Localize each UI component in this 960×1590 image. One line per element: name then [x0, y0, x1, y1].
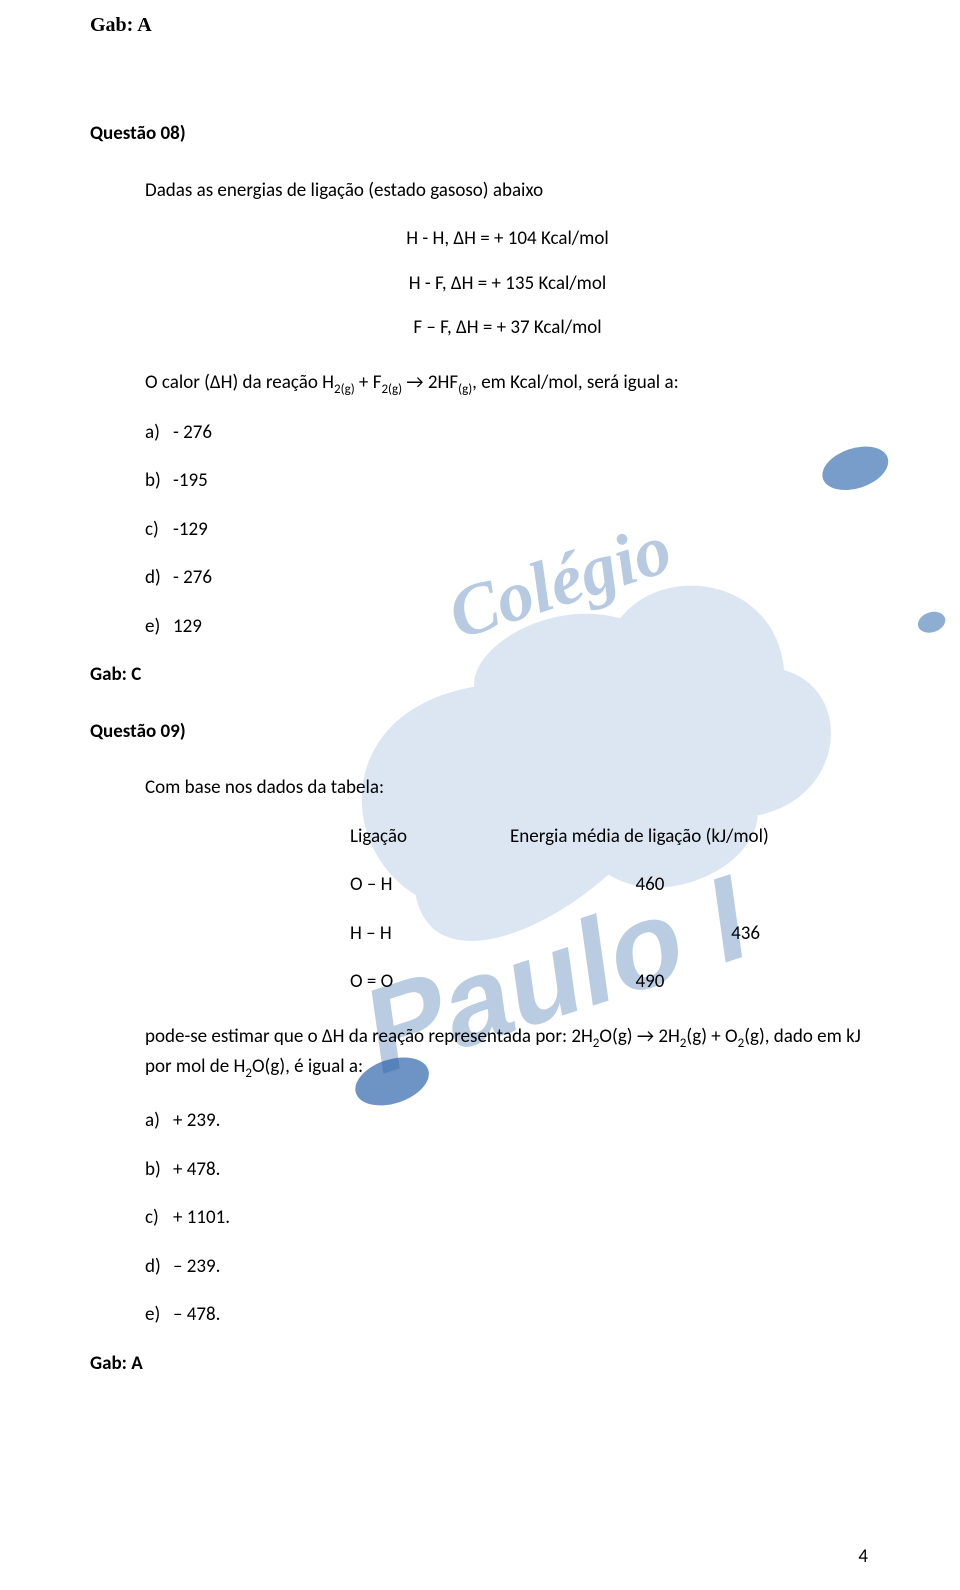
q8-line-3: F – F, ΔH = + 37 Kcal/mol: [413, 314, 601, 343]
q9-title: Questão 09): [90, 718, 870, 747]
q9-opt-a: a)+ 239.: [145, 1107, 870, 1136]
q9-opt-e: e)– 478.: [145, 1301, 870, 1330]
q9-row-3: O = O 490: [350, 968, 870, 997]
q8-gab: Gab: C: [90, 661, 870, 690]
page-content: Gab: A Questão 08) Dadas as energias de …: [0, 0, 960, 1378]
q9-row-2: H – H 436: [350, 920, 870, 949]
q8-line-1: H - H, ΔH = + 104 Kcal/mol: [406, 225, 608, 254]
page-number: 4: [858, 1545, 868, 1568]
q9-row-1: O – H 460: [350, 871, 870, 900]
q8-opt-e: e)129: [145, 613, 870, 642]
q8-opt-a: a)- 276: [145, 419, 870, 448]
q9-opt-c: c)+ 1101.: [145, 1204, 870, 1233]
top-gab: Gab: A: [90, 10, 870, 40]
q8-opt-d: d)- 276: [145, 564, 870, 593]
q8-opt-b: b)-195: [145, 467, 870, 496]
q9-options: a)+ 239. b)+ 478. c)+ 1101. d)– 239. e)–…: [145, 1107, 870, 1330]
q9-stem: Com base nos dados da tabela:: [145, 774, 870, 803]
q8-options: a)- 276 b)-195 c)-129 d)- 276 e)129: [145, 419, 870, 642]
q9-table-header: Ligação Energia média de ligação (kJ/mol…: [350, 823, 870, 852]
q8-stem2: O calor (ΔH) da reação H2(g) + F2(g) → 2…: [145, 369, 870, 399]
q9-after: pode-se estimar que o ΔH da reação repre…: [145, 1023, 870, 1084]
q9-opt-d: d)– 239.: [145, 1253, 870, 1282]
q8-line-2: H - F, ΔH = + 135 Kcal/mol: [409, 270, 606, 299]
q8-given-lines: H - H, ΔH = + 104 Kcal/mol H - F, ΔH = +…: [145, 225, 870, 343]
q8-opt-c: c)-129: [145, 516, 870, 545]
q9-gab: Gab: A: [90, 1350, 870, 1379]
q8-title: Questão 08): [90, 120, 870, 149]
q9-table: Ligação Energia média de ligação (kJ/mol…: [350, 823, 870, 997]
q8-stem: Dadas as energias de ligação (estado gas…: [145, 177, 870, 206]
q9-opt-b: b)+ 478.: [145, 1156, 870, 1185]
